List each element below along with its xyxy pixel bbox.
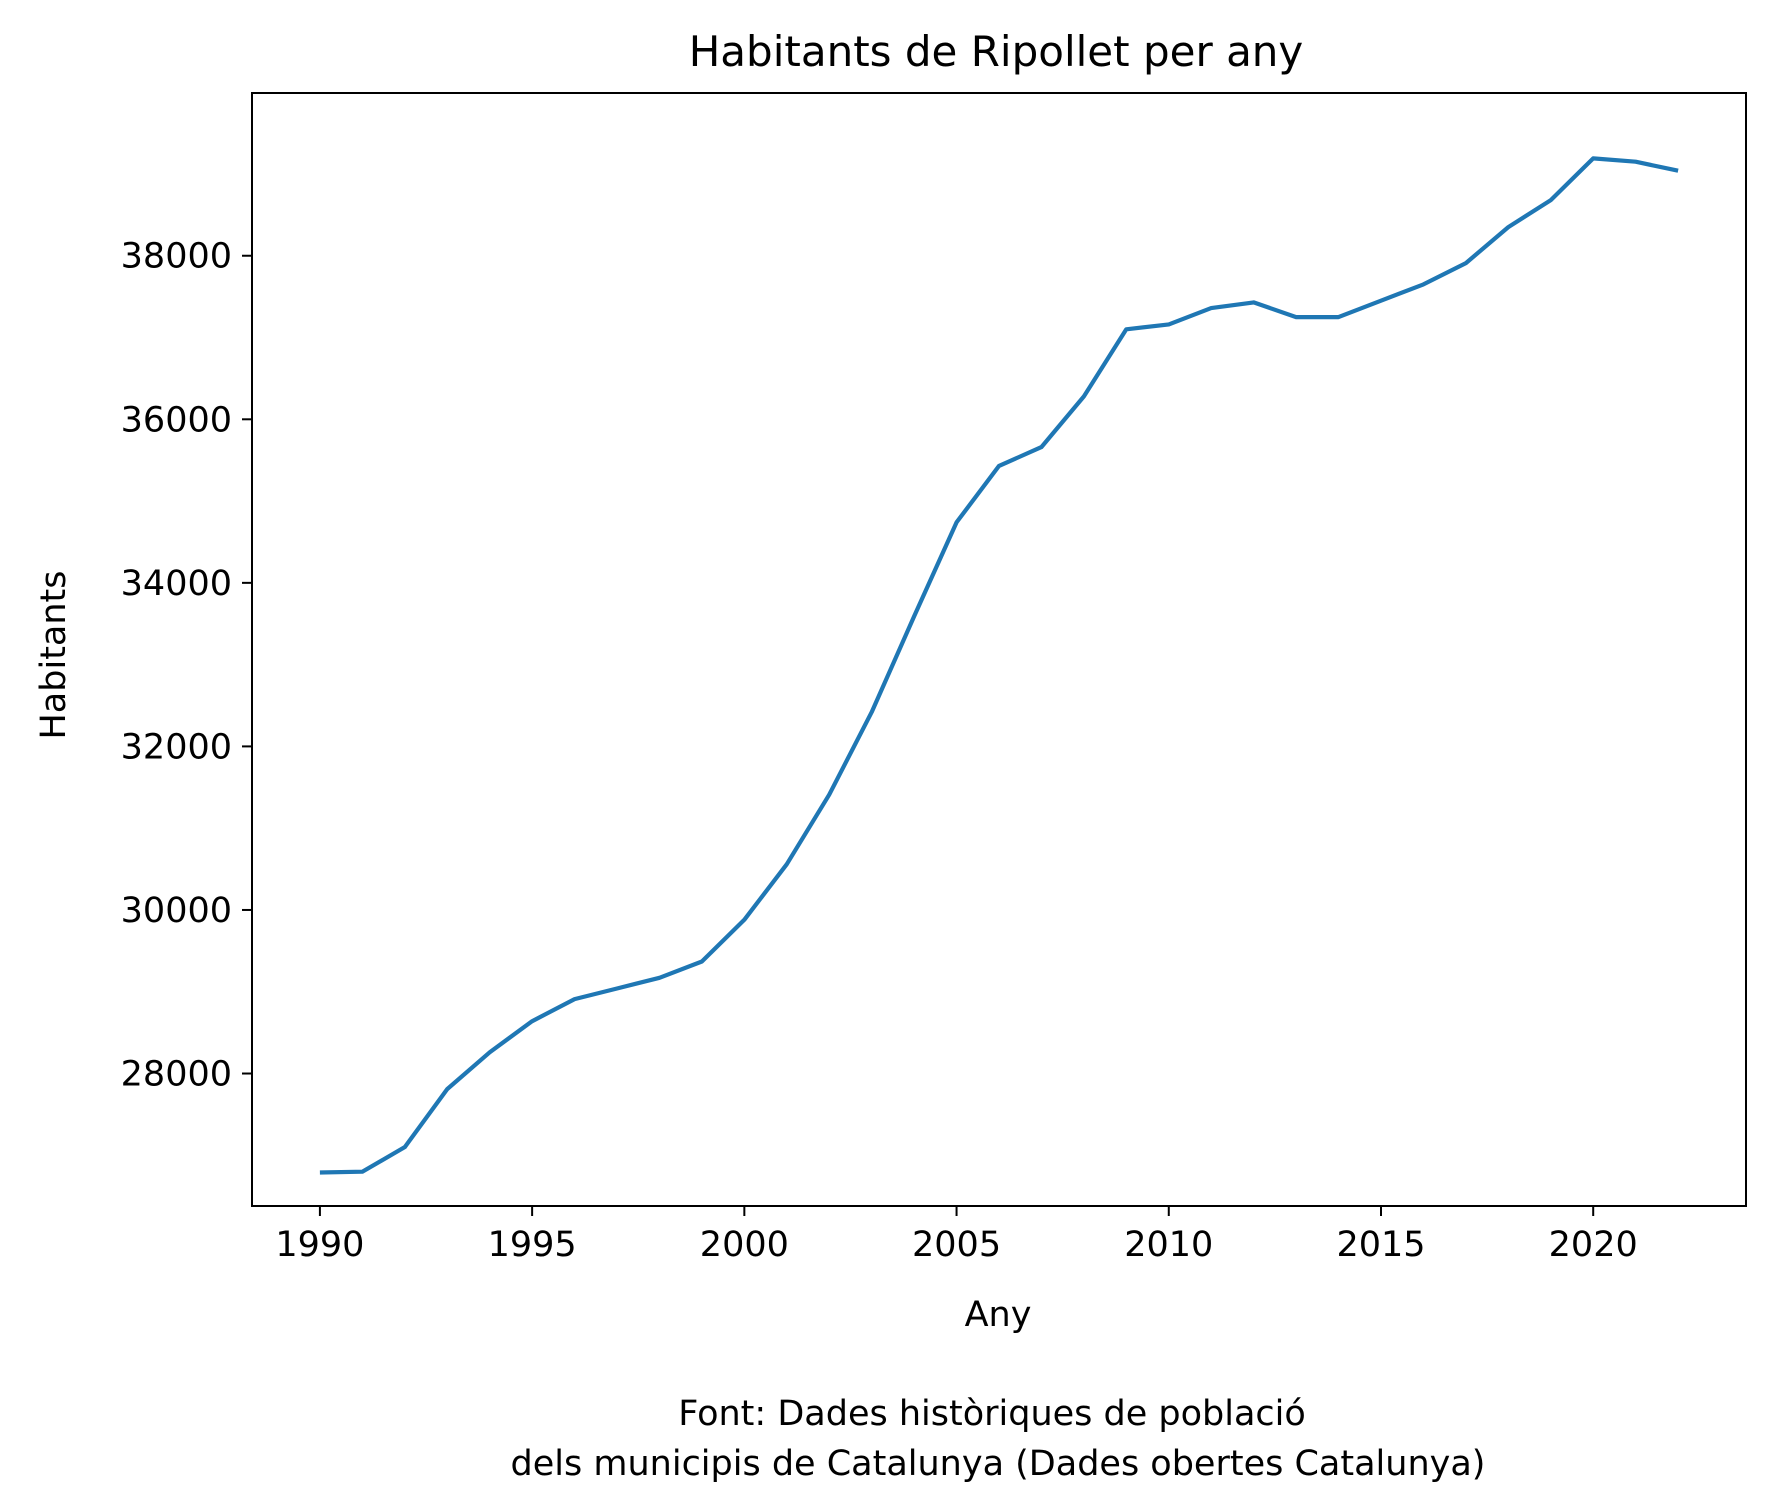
footnote-line-1: Font: Dades històriques de població bbox=[678, 1394, 1306, 1434]
y-tick-label: 38000 bbox=[121, 237, 232, 277]
chart-title: Habitants de Ripollet per any bbox=[689, 27, 1304, 76]
x-tick-label: 1995 bbox=[488, 1225, 577, 1265]
x-tick-label: 2015 bbox=[1336, 1225, 1425, 1265]
x-tick-label: 1990 bbox=[275, 1225, 364, 1265]
y-tick-label: 36000 bbox=[121, 400, 232, 440]
x-axis-ticks: 1990 1995 2000 2005 2010 2015 2020 bbox=[275, 1206, 1638, 1265]
x-tick-label: 2000 bbox=[700, 1225, 789, 1265]
footnote-line-2: dels municipis de Catalunya (Dades obert… bbox=[511, 1444, 1486, 1484]
x-tick-label: 2005 bbox=[912, 1225, 1001, 1265]
y-tick-label: 32000 bbox=[121, 727, 232, 767]
x-tick-label: 2010 bbox=[1124, 1225, 1213, 1265]
y-tick-label: 28000 bbox=[121, 1055, 232, 1095]
y-axis-ticks: 28000 30000 32000 34000 36000 38000 bbox=[121, 237, 252, 1095]
y-tick-label: 34000 bbox=[121, 564, 232, 604]
y-axis-label: Habitants bbox=[34, 570, 74, 739]
series-line bbox=[319, 156, 1679, 1175]
x-tick-label: 2020 bbox=[1549, 1225, 1638, 1265]
plot-frame bbox=[251, 92, 1747, 1207]
x-axis-label: Any bbox=[965, 1295, 1032, 1335]
y-tick-label: 30000 bbox=[121, 891, 232, 931]
